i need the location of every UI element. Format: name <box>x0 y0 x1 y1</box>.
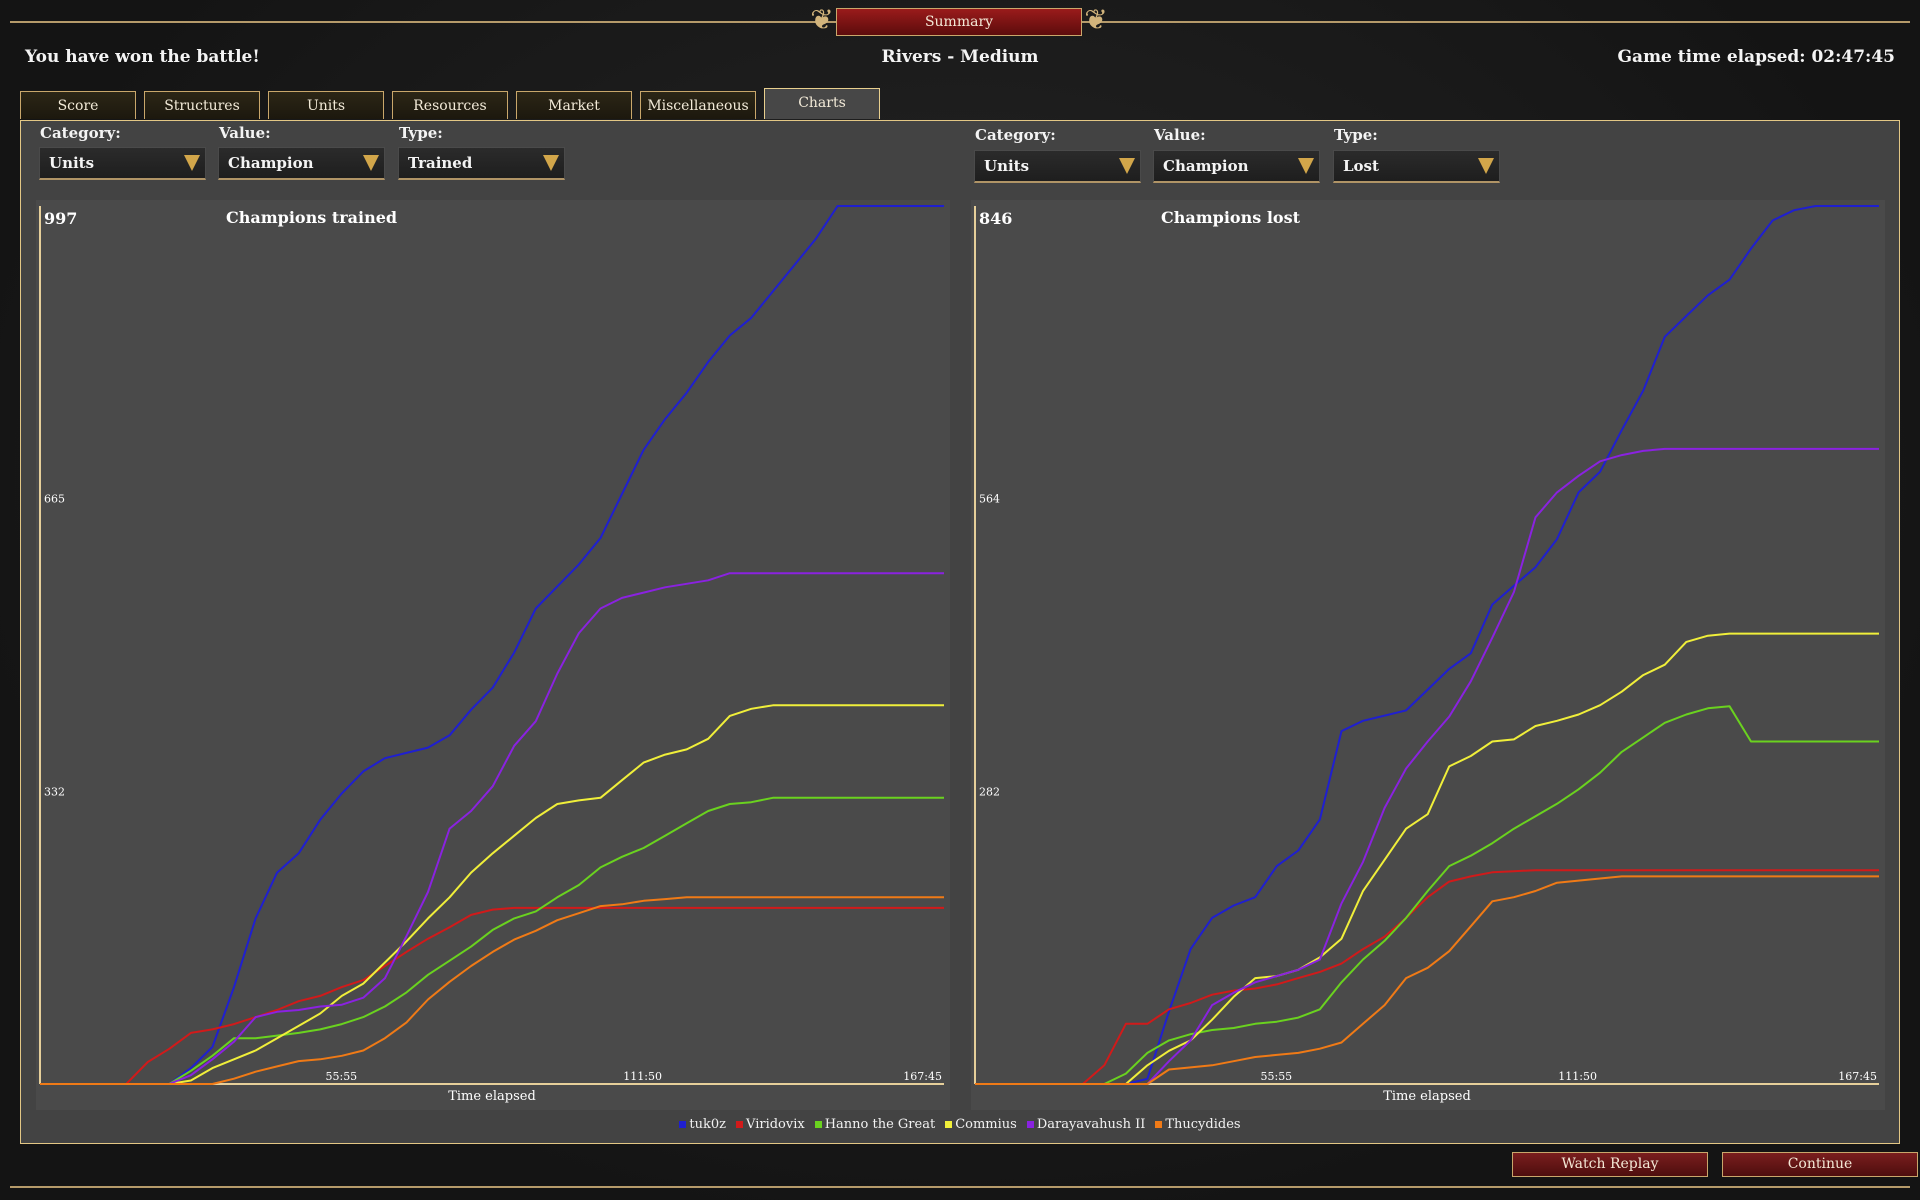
y-tick-label: 332 <box>44 786 65 799</box>
continue-button[interactable]: Continue <box>1722 1152 1918 1177</box>
chart-champions-lost: 846 Champions lost 282 564 55:55 111:50 167:45… <box>971 200 1885 1110</box>
tab-units[interactable]: Units <box>268 91 384 119</box>
tab-miscellaneous[interactable]: Miscellaneous <box>640 91 756 119</box>
series-line-thucydides <box>975 875 1879 1085</box>
ornament-left-icon: ❦ <box>810 3 834 36</box>
legend-item: Hanno the Great <box>814 1117 936 1132</box>
right-category-value: Units <box>984 157 1030 175</box>
series-line-viridovix <box>40 906 944 1085</box>
x-axis-label: Time elapsed <box>1383 1089 1471 1104</box>
y-max-label: 846 <box>979 209 1012 228</box>
series-line-commius <box>975 632 1879 1085</box>
right-value-dropdown[interactable]: Champion <box>1153 150 1320 183</box>
y-tick-label: 564 <box>979 493 1000 506</box>
legend-item: Thucydides <box>1155 1117 1241 1132</box>
window-title: Summary <box>836 8 1082 36</box>
left-value-value: Champion <box>228 154 314 172</box>
x-tick-label: 111:50 <box>623 1070 662 1083</box>
left-value-label: Value: <box>219 124 271 142</box>
legend-item: tuk0z <box>679 1117 726 1132</box>
right-value-value: Champion <box>1163 157 1249 175</box>
legend-swatch <box>1026 1121 1034 1128</box>
tab-structures[interactable]: Structures <box>144 91 260 119</box>
legend-swatch <box>736 1121 744 1128</box>
x-tick-label: 167:45 <box>1838 1070 1877 1083</box>
left-value-dropdown[interactable]: Champion <box>218 147 385 180</box>
series-line-tuk0z <box>40 205 944 1085</box>
right-type-dropdown[interactable]: Lost <box>1333 150 1500 183</box>
right-type-value: Lost <box>1343 157 1379 175</box>
legend-label: Darayavahush II <box>1036 1117 1146 1132</box>
chart-champions-trained-svg: 997 Champions trained 332 665 55:55 111:50 167… <box>39 205 944 1104</box>
y-tick-label: 665 <box>44 492 65 505</box>
legend-swatch <box>945 1121 953 1128</box>
series-line-hanno-the-great <box>40 796 944 1085</box>
legend-label: Hanno the Great <box>824 1117 936 1132</box>
ornament-right-icon: ❦ <box>1084 3 1108 36</box>
chart-champions-lost-svg: 846 Champions lost 282 564 55:55 111:50 167:45… <box>974 205 1879 1104</box>
legend-label: Commius <box>955 1117 1017 1132</box>
y-tick-label: 282 <box>979 785 1000 798</box>
chevron-down-icon <box>543 155 559 171</box>
x-axis-label: Time elapsed <box>448 1089 536 1104</box>
legend-swatch <box>1155 1121 1163 1128</box>
legend-label: Thucydides <box>1165 1117 1241 1132</box>
x-tick-label: 55:55 <box>1260 1070 1292 1083</box>
x-tick-label: 55:55 <box>325 1070 357 1083</box>
left-category-dropdown[interactable]: Units <box>39 147 206 180</box>
legend-item: Viridovix <box>736 1117 805 1132</box>
legend-item: Commius <box>945 1117 1017 1132</box>
chevron-down-icon <box>1478 158 1494 174</box>
right-category-label: Category: <box>975 126 1056 144</box>
legend-label: Viridovix <box>746 1117 805 1132</box>
legend-swatch <box>679 1121 687 1128</box>
chart-title: Champions trained <box>226 208 397 227</box>
series-line-thucydides <box>40 896 944 1085</box>
right-category-dropdown[interactable]: Units <box>974 150 1141 183</box>
left-type-value: Trained <box>408 154 473 172</box>
series-line-darayavahush-ii <box>40 572 944 1085</box>
legend-swatch <box>814 1121 822 1128</box>
left-category-label: Category: <box>40 124 121 142</box>
legend-item: Darayavahush II <box>1026 1117 1146 1132</box>
legend-label: tuk0z <box>689 1117 727 1132</box>
x-tick-label: 167:45 <box>903 1070 942 1083</box>
series-line-commius <box>40 704 944 1085</box>
bottom-border <box>10 1186 1910 1188</box>
right-type-label: Type: <box>1334 126 1378 144</box>
chevron-down-icon <box>363 155 379 171</box>
chart-legend: tuk0z Viridovix Hanno the Great Commius Dara… <box>0 1117 1920 1132</box>
tab-resources[interactable]: Resources <box>392 91 508 119</box>
battle-result: You have won the battle! <box>25 47 260 67</box>
right-value-label: Value: <box>1154 126 1206 144</box>
left-type-dropdown[interactable]: Trained <box>398 147 565 180</box>
series-line-viridovix <box>975 869 1879 1085</box>
tab-charts[interactable]: Charts <box>764 88 880 119</box>
x-tick-label: 111:50 <box>1558 1070 1597 1083</box>
chevron-down-icon <box>1298 158 1314 174</box>
chevron-down-icon <box>184 155 200 171</box>
map-name: Rivers - Medium <box>881 47 1039 67</box>
left-category-value: Units <box>49 154 95 172</box>
y-max-label: 997 <box>44 209 77 228</box>
game-time: Game time elapsed: 02:47:45 <box>1617 47 1895 67</box>
tab-market[interactable]: Market <box>516 91 632 119</box>
chart-title: Champions lost <box>1161 208 1301 227</box>
left-type-label: Type: <box>399 124 443 142</box>
tab-score[interactable]: Score <box>20 91 136 119</box>
watch-replay-button[interactable]: Watch Replay <box>1512 1152 1708 1177</box>
chart-champions-trained: 997 Champions trained 332 665 55:55 111:50 167… <box>36 200 950 1110</box>
series-line-tuk0z <box>975 205 1879 1085</box>
series-line-hanno-the-great <box>975 705 1879 1085</box>
series-line-darayavahush-ii <box>975 447 1879 1085</box>
chevron-down-icon <box>1119 158 1135 174</box>
